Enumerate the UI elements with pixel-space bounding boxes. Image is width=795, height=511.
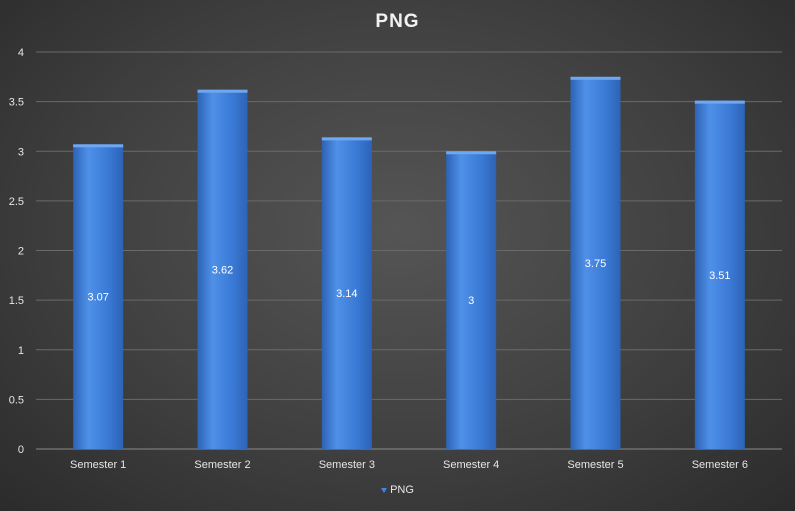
- y-tick-label: 1.5: [9, 295, 24, 307]
- legend-label: PNG: [390, 484, 414, 496]
- y-tick-label: 3.5: [9, 97, 24, 109]
- bar: [197, 89, 248, 449]
- data-label: 3.62: [212, 264, 233, 276]
- bar: [694, 100, 745, 449]
- bar: [73, 144, 124, 450]
- chart-title: PNG: [375, 11, 420, 32]
- bar: [570, 76, 621, 449]
- bar-top-highlight: [321, 137, 372, 141]
- bar: [321, 137, 372, 450]
- data-label: 3.07: [87, 292, 108, 304]
- bar-top-highlight: [73, 144, 124, 148]
- y-tick-label: 1: [18, 345, 24, 357]
- legend-marker-icon: [381, 487, 388, 493]
- x-tick-label: Semester 4: [443, 459, 499, 471]
- data-label: 3.51: [709, 270, 730, 282]
- y-tick-label: 4: [18, 47, 24, 59]
- x-tick-label: Semester 1: [70, 459, 126, 471]
- x-tick-label: Semester 3: [319, 459, 375, 471]
- x-tick-label: Semester 6: [692, 459, 748, 471]
- bar-top-highlight: [694, 100, 745, 104]
- y-tick-label: 3: [18, 146, 24, 158]
- bar-top-highlight: [446, 151, 497, 155]
- legend: PNG: [0, 484, 795, 496]
- bar-top-highlight: [570, 76, 621, 80]
- bar: [446, 151, 497, 449]
- y-tick-label: 2: [18, 246, 24, 258]
- data-label: 3.14: [336, 288, 357, 300]
- data-label: 3.75: [585, 258, 606, 270]
- y-tick-label: 2.5: [9, 196, 24, 208]
- y-tick-label: 0: [18, 444, 24, 456]
- data-label: 3: [468, 295, 474, 307]
- y-tick-label: 0.5: [9, 394, 24, 406]
- x-tick-label: Semester 5: [567, 459, 623, 471]
- bar-top-highlight: [197, 89, 248, 93]
- x-tick-label: Semester 2: [194, 459, 250, 471]
